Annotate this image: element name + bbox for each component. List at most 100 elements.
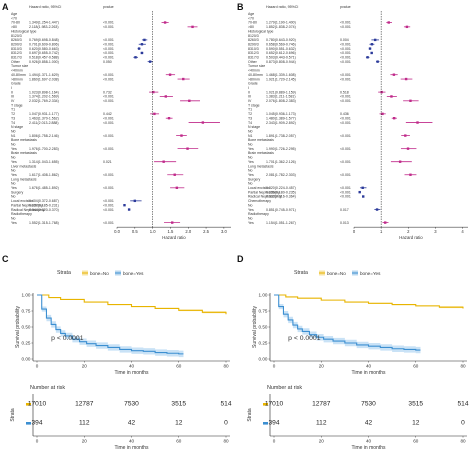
forest-point	[152, 90, 155, 94]
forest-row-p: <0.001	[340, 190, 351, 194]
risk-table-x-tick-label: 80	[223, 439, 229, 444]
forest-x-tick-label: 0.5	[132, 229, 138, 234]
forest-row-label: Tumor size	[248, 64, 265, 68]
risk-table-count: 394	[268, 420, 279, 427]
risk-table-x-tick-label: 60	[176, 439, 182, 444]
forest-point	[127, 208, 131, 211]
forest-row-label: Yes	[11, 186, 17, 190]
km-legend-title: Strata	[294, 270, 308, 276]
forest-point	[361, 186, 364, 189]
forest-row-p: <0.001	[103, 38, 114, 42]
km-x-label: Time in months	[115, 370, 149, 376]
panel-letter-b: B	[237, 2, 244, 12]
forest-row-p: <0.001	[340, 195, 351, 199]
forest-row-label: Age	[248, 12, 254, 16]
forest-point	[162, 160, 165, 163]
forest-row-label: Histological type	[11, 29, 37, 33]
forest-row-label: >80	[11, 25, 17, 29]
risk-table-row-key	[26, 422, 31, 425]
forest-row-label: T3	[11, 116, 15, 120]
risk-table-x-tick-label: 60	[413, 439, 419, 444]
forest-row-label: >80mm	[248, 77, 260, 81]
forest-row-hr: 0.339(0.316-0.364)	[266, 195, 296, 199]
forest-row-p: <0.001	[340, 25, 351, 29]
forest-row-p: <0.001	[103, 199, 114, 203]
forest-row-hr: 1.891(1.738-2.057)	[266, 134, 296, 138]
km-pvalue-annotation: p < 0.0001	[288, 335, 321, 342]
km-x-tick-label: 60	[176, 364, 182, 369]
forest-row-hr: 1.480(1.389-1.577)	[266, 116, 296, 120]
forest-col-hr-header: Hazard ratio, 95%CI	[29, 5, 61, 9]
forest-row-p: <0.001	[103, 56, 114, 60]
forest-point	[167, 117, 171, 120]
forest-point	[134, 56, 137, 59]
risk-table-row-key	[263, 403, 268, 406]
forest-row-label: I	[11, 86, 12, 90]
forest-row-p: <0.001	[103, 203, 114, 207]
forest-row-hr: 1.494(1.371-1.629)	[29, 73, 59, 77]
forest-row-label: IV	[11, 99, 15, 103]
km-y-tick-label: 1.00	[22, 293, 31, 298]
forest-row-p: <0.001	[103, 77, 114, 81]
forest-row-hr: 1.021(0.889-1.159)	[266, 90, 296, 94]
forest-row-hr: 1.921(1.720-2.145)	[266, 77, 296, 81]
forest-row-hr: 1.852(1.838-2.074)	[266, 25, 296, 29]
forest-row-label: II	[11, 90, 13, 94]
forest-row-p: <0.001	[103, 208, 114, 212]
forest-point	[390, 95, 393, 98]
forest-point	[375, 208, 379, 211]
forest-row-hr: 0.652(0.612-0.696)	[266, 51, 296, 55]
risk-table-count: 112	[79, 420, 90, 427]
forest-x-tick-label: 2.5	[203, 229, 209, 234]
forest-row-hr: 1.383(1.211-1.581)	[266, 95, 296, 99]
forest-point	[373, 38, 377, 42]
forest-x-tick-label: 2	[407, 229, 410, 234]
km-curve-yes	[37, 294, 184, 355]
forest-row-hr: 1.976(1.700-2.283)	[29, 147, 59, 151]
forest-row-p: <0.001	[340, 134, 351, 138]
forest-x-label: Hazard ratio	[162, 235, 186, 240]
forest-row-label: No	[248, 203, 253, 207]
forest-row-hr: 0.404(0.372-0.687)	[29, 199, 59, 203]
risk-table-row-key	[26, 403, 31, 406]
forest-row-label: N1	[248, 134, 253, 138]
forest-row-hr: 1.349(1.254-1.447)	[29, 21, 59, 25]
forest-row-label: Yes	[248, 221, 254, 225]
forest-row-hr: 2.411(2.013-2.888)	[29, 121, 59, 125]
forest-point	[370, 51, 373, 55]
forest-row-label: Grade	[248, 82, 258, 86]
forest-row-label: 8260/3	[11, 38, 22, 42]
forest-point	[387, 21, 390, 24]
km-x-tick-label: 20	[319, 364, 325, 369]
risk-table-strata-label: Strata	[10, 408, 16, 422]
forest-row-hr: 1.806(1.758-2.146)	[29, 134, 59, 138]
km-legend-label: bone=Yes	[123, 271, 144, 276]
forest-row-label: T stage	[11, 103, 23, 107]
forest-row-p: <0.001	[103, 47, 114, 51]
forest-row-p: <0.001	[340, 73, 351, 77]
km-legend-label: bone=Yes	[360, 271, 381, 276]
forest-row-label: I	[248, 86, 249, 90]
risk-table-count: 12	[175, 420, 183, 427]
forest-row-hr: 0.780(0.643-0.920)	[266, 38, 296, 42]
panel-letter-c: C	[2, 254, 9, 264]
km-y-label: Survival probability	[252, 306, 258, 348]
forest-point	[384, 221, 387, 224]
forest-row-label: No	[248, 156, 253, 160]
forest-row-label: Surgery	[11, 190, 24, 194]
forest-row-p: <0.001	[103, 186, 114, 190]
forest-row-label: Brain metastasis	[248, 151, 274, 155]
km-y-label: Survival probability	[15, 306, 21, 348]
forest-row-label: N0	[248, 129, 253, 133]
forest-row-label: No	[248, 143, 253, 147]
forest-row-label: T2	[248, 112, 252, 116]
forest-row-hr: 1.023(0.898-1.164)	[29, 90, 59, 94]
risk-table-count: 7530	[361, 401, 376, 408]
forest-row-hr: 2.032(1.769-2.334)	[29, 99, 59, 103]
forest-row-p: <0.001	[103, 73, 114, 77]
forest-row-label: Bone metastasis	[248, 138, 274, 142]
forest-row-hr: 1.676(1.485-1.892)	[29, 186, 59, 190]
risk-table-title: Number at risk	[267, 385, 302, 391]
km-curve-yes	[274, 294, 421, 351]
forest-row-label: T3	[248, 116, 252, 120]
